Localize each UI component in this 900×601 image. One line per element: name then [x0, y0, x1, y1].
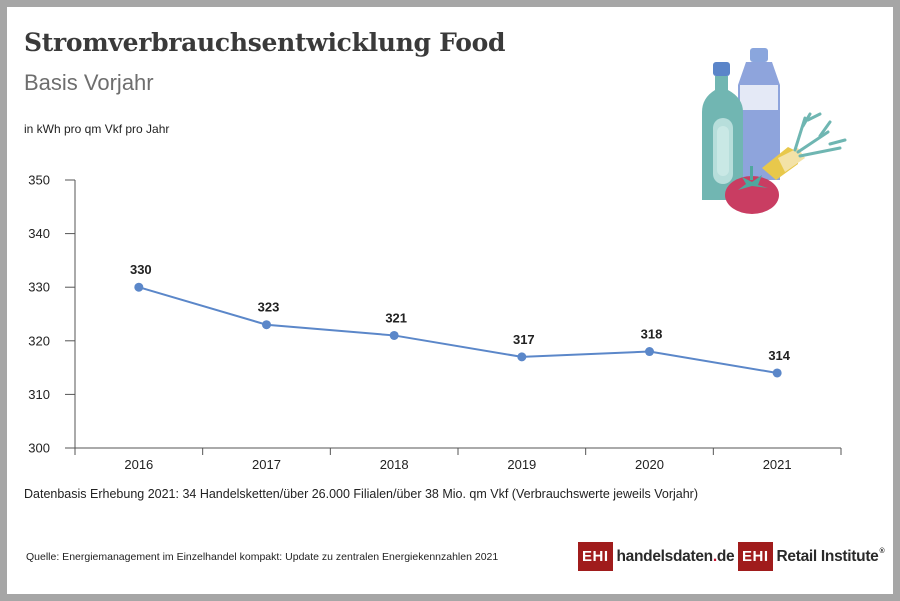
handelsdaten-text-pre: handelsdaten	[616, 547, 714, 565]
logo-handelsdaten[interactable]: EHI handelsdaten.de	[578, 542, 735, 571]
logo-ehi-retail-institute[interactable]: EHI Retail Institute®	[738, 542, 885, 571]
source-note: Quelle: Energiemanagement im Einzelhande…	[26, 551, 499, 563]
x-tick-label: 2021	[763, 457, 792, 472]
y-axis-unit-label: in kWh pro qm Vkf pro Jahr	[24, 122, 170, 136]
retail-institute-label: Retail Institute	[776, 547, 879, 565]
data-label: 321	[385, 310, 407, 325]
data-point	[134, 282, 144, 292]
ehi-badge: EHI	[578, 542, 613, 571]
data-point	[517, 352, 527, 362]
handelsdaten-text: handelsdaten.de	[617, 548, 735, 566]
x-axis: 2016 2017 2018 2019 2020 2021	[74, 447, 842, 472]
data-label: 317	[513, 332, 535, 347]
series-line	[138, 286, 778, 374]
tomato-icon	[725, 166, 779, 214]
handelsdaten-text-post: de	[716, 547, 735, 565]
series-stromverbrauch: 330 323 321 317 318 314	[130, 262, 791, 378]
x-tick-label: 2018	[380, 457, 409, 472]
food-bottles-vegetables-icon	[702, 48, 847, 214]
x-tick-label: 2020	[635, 457, 664, 472]
water-bottle-icon	[738, 48, 780, 180]
y-axis: 300 310 320 330 340 350	[28, 173, 76, 456]
chart-subtitle: Basis Vorjahr	[24, 70, 154, 95]
x-tick-label: 2017	[252, 457, 281, 472]
handelsdaten-dot: .	[712, 547, 717, 565]
data-label: 330	[130, 262, 152, 277]
x-tick-label: 2019	[507, 457, 536, 472]
oil-bottle-icon	[702, 62, 743, 200]
ehi-badge: EHI	[738, 542, 773, 571]
datenbasis-note: Datenbasis Erhebung 2021: 34 Handelskett…	[24, 487, 698, 501]
x-tick-label: 2016	[124, 457, 153, 472]
y-tick-label: 340	[28, 226, 50, 241]
y-tick-label: 350	[28, 173, 50, 188]
parsnip-icon	[762, 112, 847, 180]
y-tick-label: 330	[28, 280, 50, 295]
chart-title: Stromverbrauchsentwicklung Food	[24, 28, 506, 57]
data-point	[389, 330, 399, 340]
data-point	[772, 368, 782, 378]
data-label: 314	[768, 348, 790, 363]
data-point	[645, 347, 654, 357]
data-label: 323	[258, 300, 280, 315]
data-point	[262, 320, 271, 330]
y-tick-label: 310	[28, 387, 50, 402]
y-tick-label: 320	[28, 333, 50, 348]
registered-mark: ®	[879, 547, 885, 555]
retail-institute-text: Retail Institute®	[777, 548, 885, 566]
y-tick-label: 300	[28, 441, 50, 456]
data-label: 318	[641, 327, 663, 342]
